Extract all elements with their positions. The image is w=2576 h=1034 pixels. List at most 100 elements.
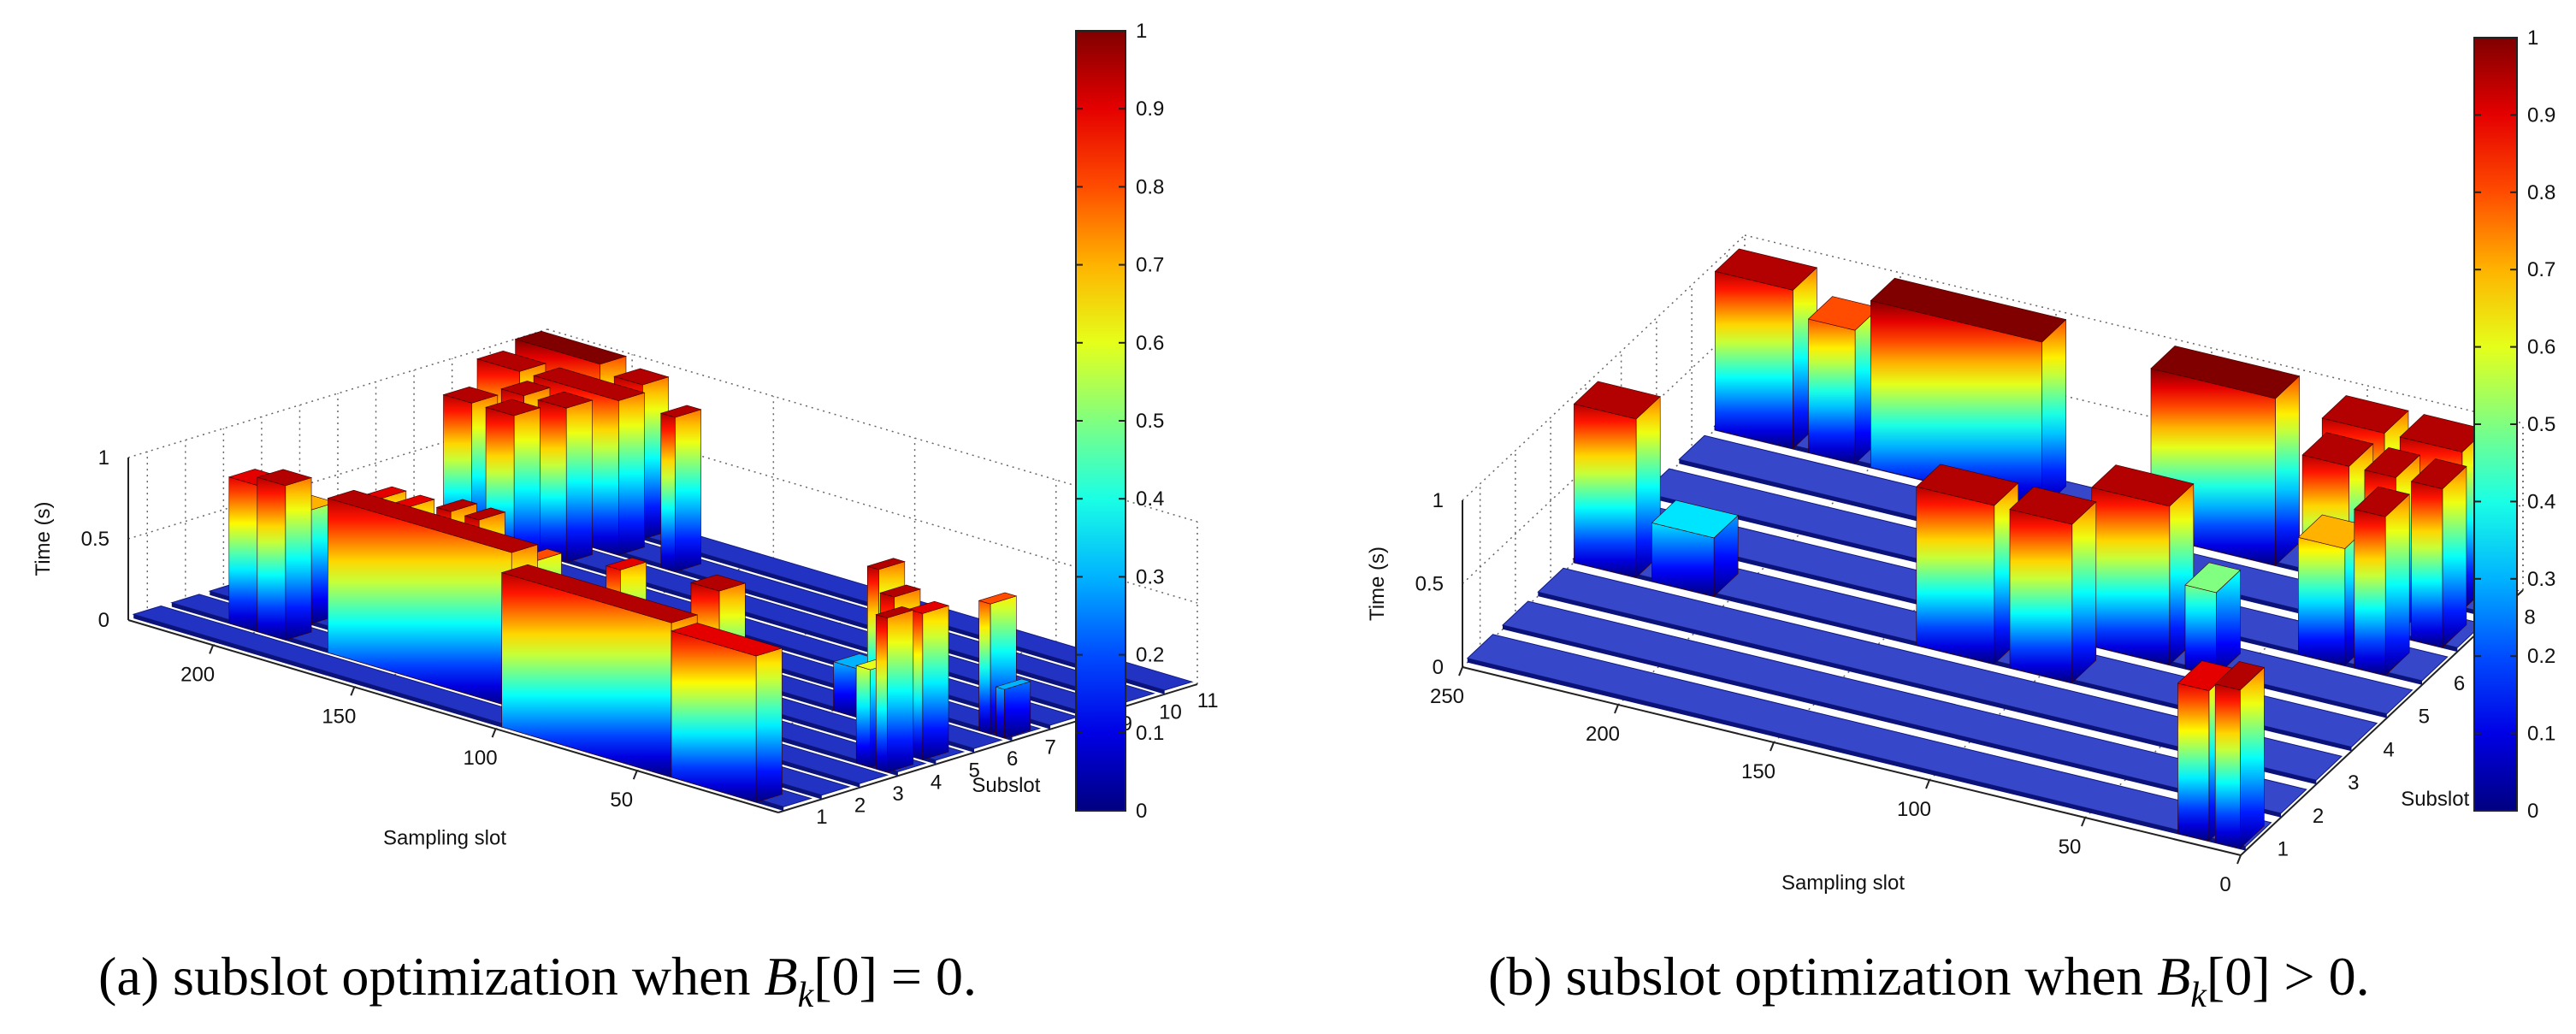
y-tick-label: 6	[2454, 672, 2465, 695]
colorbar-tick-label: 1	[1136, 20, 1147, 43]
bar	[978, 600, 991, 735]
caption-label: (a)	[98, 946, 160, 1007]
bar-side	[2071, 501, 2097, 683]
bar-side	[2041, 318, 2066, 510]
x-tick	[350, 686, 356, 696]
bar-side	[887, 609, 914, 773]
bar-top	[2150, 346, 2301, 399]
bar	[2214, 683, 2241, 849]
bar-top	[1651, 499, 1739, 539]
bar-side	[285, 477, 312, 641]
bar-top	[500, 381, 551, 396]
bar	[2411, 481, 2443, 648]
colorbar-tick-label: 0.2	[2527, 645, 2555, 668]
colorbar-tick-label: 0.6	[2527, 336, 2555, 359]
x-tick-label: 0	[2219, 873, 2230, 896]
caption-b: (b) subslot optimization when Bk[0] > 0.	[1488, 945, 2370, 1016]
x-tick-label: 50	[2059, 836, 2082, 859]
bar-top	[670, 623, 783, 657]
bar	[996, 686, 1005, 739]
z-axis-label: Time (s)	[32, 501, 55, 576]
colorbar-tick-label: 0.4	[1136, 487, 1164, 511]
colorbar-tick-label: 0	[2527, 800, 2538, 823]
x-tick	[1614, 704, 1619, 714]
y-tick-label: 8	[2524, 606, 2535, 629]
bar-top	[476, 350, 547, 372]
y-tick-label: 4	[2383, 738, 2394, 761]
bar-top	[907, 600, 950, 614]
bar-top	[2321, 395, 2409, 434]
y-tick-label: 2	[854, 795, 866, 818]
bars	[1573, 248, 2487, 849]
y-axis-label: Subslot	[972, 774, 1040, 797]
bar	[855, 665, 871, 768]
y-axis-line	[777, 683, 1198, 813]
colorbar-tick-label: 0.3	[2527, 568, 2555, 591]
bar	[876, 614, 888, 773]
bar	[1808, 318, 1856, 464]
bar	[1916, 486, 1995, 665]
bar-top	[1916, 464, 2019, 506]
colorbar-tick-label: 0.1	[2527, 723, 2555, 746]
bar	[228, 476, 258, 632]
x-axis-label: Sampling slot	[1781, 872, 1905, 895]
bar-top	[879, 584, 922, 598]
colorbar-tick-label: 0.7	[2527, 258, 2555, 281]
bar-top	[2184, 562, 2242, 594]
z-axis-label: Time (s)	[1366, 547, 1389, 621]
bar-side	[2275, 375, 2300, 566]
x-tick	[209, 644, 215, 654]
bar	[833, 661, 857, 718]
subslot-slab-edge	[1467, 658, 2246, 851]
colorbar-tick-label: 0.7	[1136, 254, 1164, 277]
bar-top	[1714, 248, 1818, 291]
colorbar-tick-label: 0.1	[1136, 722, 1164, 745]
bar-side	[2384, 493, 2410, 677]
bar-side	[922, 605, 949, 760]
bar-side	[1004, 681, 1031, 739]
colorbar-tick-label: 0.3	[1136, 565, 1164, 588]
subslot-slab	[1466, 634, 2272, 848]
subslot-slab-edge	[1503, 625, 2281, 818]
colorbar-tick-label: 0.5	[2527, 413, 2555, 436]
bar-top	[2214, 661, 2266, 691]
colorbar-tick-label: 0.5	[1136, 410, 1164, 433]
bar-top	[464, 507, 506, 521]
bar-top	[2354, 486, 2410, 517]
bar-top	[514, 330, 628, 365]
y-tick-label: 3	[892, 783, 903, 806]
caption-a: (a) subslot optimization when Bk[0] = 0.	[98, 945, 977, 1016]
x-tick	[491, 728, 497, 738]
bar-top	[995, 678, 1031, 690]
bar	[2009, 509, 2073, 683]
colorbar-tick-label: 0.2	[1136, 644, 1164, 667]
bar-top	[1870, 277, 2067, 343]
bar-top	[1573, 381, 1661, 420]
colorbar-gradient	[1075, 30, 1126, 812]
bar-side	[565, 399, 593, 564]
bar	[671, 630, 757, 803]
bar	[1715, 270, 1793, 449]
bar-side	[674, 409, 701, 573]
caption-sub: k	[2190, 975, 2207, 1015]
bar	[1574, 403, 1637, 578]
z-tick-label: 1	[1433, 489, 1444, 512]
bar	[2298, 536, 2346, 666]
caption-tail: [0] = 0.	[813, 946, 977, 1007]
caption-tail: [0] > 0.	[2206, 946, 2370, 1007]
x-tick-label: 100	[1897, 798, 1931, 821]
caption-math: B	[764, 946, 798, 1007]
bar-top	[2009, 486, 2097, 525]
bar-side	[2442, 465, 2467, 648]
x-axis-line	[1462, 666, 2242, 856]
x-tick-label: 50	[610, 789, 633, 812]
y-axis-label: Subslot	[2401, 788, 2469, 811]
x-tick-label: 250	[1430, 685, 1464, 708]
caption-sub: k	[797, 975, 814, 1015]
x-tick-label: 100	[464, 747, 498, 770]
bar-side	[755, 647, 783, 803]
bar	[2354, 509, 2386, 676]
bar	[2091, 487, 2171, 665]
grid-line	[127, 328, 548, 458]
